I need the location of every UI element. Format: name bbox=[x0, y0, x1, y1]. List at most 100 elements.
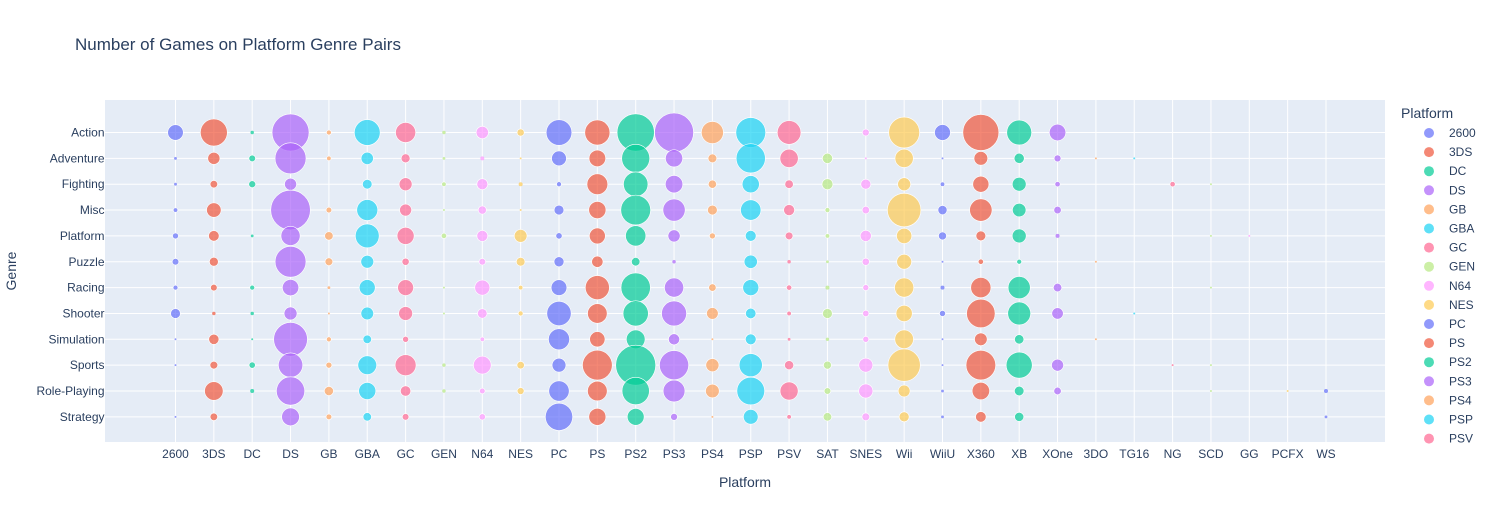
bubble-PSP-Simulation bbox=[745, 333, 757, 345]
bubble-GC-Sports bbox=[394, 354, 417, 376]
y-tick-label: Simulation bbox=[48, 332, 104, 346]
bubble-PC-Strategy bbox=[545, 402, 573, 431]
legend-marker bbox=[1424, 414, 1434, 425]
bubble-N64-Action bbox=[475, 126, 489, 139]
bubble-GC-Racing bbox=[397, 279, 414, 296]
legend-label: PS bbox=[1449, 336, 1465, 350]
bubble-GBA-Misc bbox=[356, 199, 379, 221]
bubble-N64-Racing bbox=[474, 279, 491, 296]
bubble-PC-Action bbox=[545, 119, 573, 146]
bubble-XB-Role-Playing bbox=[1014, 385, 1025, 397]
legend-marker bbox=[1424, 204, 1434, 215]
bubble-PS3-Puzzle bbox=[672, 260, 676, 264]
legend-marker bbox=[1424, 128, 1434, 138]
bubble-PS-Role-Playing bbox=[587, 380, 608, 402]
bubble-X360-Sports bbox=[965, 350, 996, 381]
legend-marker bbox=[1424, 299, 1434, 310]
bubble-PS4-Adventure bbox=[707, 153, 718, 164]
bubble-SCD-Sports bbox=[1209, 364, 1212, 367]
bubble-SNES-Simulation bbox=[862, 335, 870, 343]
bubble-GB-Role-Playing bbox=[324, 386, 334, 396]
bubble-GBA-Adventure bbox=[360, 151, 374, 165]
legend-label: 3DS bbox=[1449, 145, 1472, 159]
legend-label: DC bbox=[1449, 164, 1467, 178]
bubble-XOne-Platform bbox=[1055, 233, 1060, 238]
bubble-DS-Misc bbox=[270, 189, 311, 231]
bubble-GEN-Adventure bbox=[442, 156, 446, 160]
legend-marker bbox=[1424, 166, 1434, 177]
bubble-SAT-Racing bbox=[825, 285, 830, 290]
bubble-GC-Adventure bbox=[400, 153, 411, 164]
y-tick-label: Puzzle bbox=[68, 255, 104, 269]
bubble-Wii-Misc bbox=[887, 193, 922, 228]
bubble-N64-Fighting bbox=[476, 178, 489, 190]
bubble-DS-Racing bbox=[282, 279, 300, 297]
bubble-PC-Simulation bbox=[548, 328, 570, 351]
bubble-GB-Platform bbox=[324, 231, 334, 241]
bubble-GEN-Platform bbox=[441, 232, 447, 239]
bubble-GBA-Platform bbox=[355, 223, 380, 249]
x-tick-label: WS bbox=[1316, 447, 1335, 461]
legend-label: 2600 bbox=[1449, 126, 1476, 140]
bubble-GEN-Action bbox=[442, 130, 446, 135]
bubble-XB-Fighting bbox=[1011, 176, 1027, 192]
bubble-NES-Action bbox=[516, 128, 525, 137]
bubble-PS3-Adventure bbox=[665, 149, 683, 168]
x-tick-label: GBA bbox=[355, 447, 380, 461]
bubble-XOne-Sports bbox=[1051, 358, 1064, 372]
bubble-DS-Role-Playing bbox=[276, 376, 305, 406]
bubble-PS4-Action bbox=[701, 121, 724, 144]
bubble-PS-Racing bbox=[585, 275, 610, 300]
bubble-PC-Misc bbox=[553, 204, 565, 216]
bubble-PSP-Action bbox=[735, 117, 766, 148]
x-tick-label: XOne bbox=[1042, 447, 1073, 461]
legend-marker bbox=[1424, 185, 1434, 196]
bubble-2600-Sports bbox=[174, 364, 177, 367]
bubble-XOne-Action bbox=[1049, 123, 1067, 142]
bubble-PS3-Racing bbox=[664, 277, 684, 298]
bubble-Wii-Sports bbox=[887, 348, 921, 382]
bubble-Wii-Adventure bbox=[894, 148, 914, 168]
bubble-N64-Adventure bbox=[480, 156, 485, 161]
bubble-GB-Adventure bbox=[326, 155, 332, 161]
bubble-NES-Role-Playing bbox=[516, 387, 525, 395]
legend-label: GB bbox=[1449, 202, 1466, 216]
x-tick-label: GEN bbox=[431, 447, 457, 461]
bubble-NES-Racing bbox=[518, 285, 524, 291]
legend-marker bbox=[1424, 395, 1434, 406]
bubble-GEN-Sports bbox=[442, 363, 446, 367]
bubble-DS-Puzzle bbox=[274, 246, 307, 278]
bubble-SAT-Simulation bbox=[825, 337, 830, 342]
bubble-PSP-Puzzle bbox=[743, 254, 758, 269]
bubble-2600-Adventure bbox=[174, 156, 177, 160]
bubble-GBA-Strategy bbox=[362, 412, 372, 422]
bubble-GBA-Puzzle bbox=[360, 255, 374, 269]
bubble-GBA-Racing bbox=[358, 279, 376, 296]
bubble-NES-Sports bbox=[516, 361, 525, 370]
x-tick-label: DS bbox=[282, 447, 299, 461]
bubble-PS4-Fighting bbox=[707, 179, 717, 189]
legend-label: GC bbox=[1449, 241, 1467, 255]
x-tick-label: PCFX bbox=[1272, 447, 1304, 461]
bubble-PS2-Strategy bbox=[626, 408, 645, 426]
bubble-XB-Misc bbox=[1012, 202, 1027, 218]
bubble-PS-Strategy bbox=[588, 408, 607, 426]
bubble-PSV-Platform bbox=[784, 231, 794, 241]
bubble-DS-Fighting bbox=[284, 177, 297, 191]
bubble-PSV-Strategy bbox=[786, 414, 792, 420]
bubble-XB-Strategy bbox=[1014, 411, 1025, 422]
y-tick-label: Platform bbox=[60, 229, 105, 243]
legend-title: Platform bbox=[1401, 105, 1453, 121]
bubble-TG16-Shooter bbox=[1133, 312, 1136, 315]
legend-marker bbox=[1424, 357, 1434, 368]
bubble-3DO-Puzzle bbox=[1094, 260, 1097, 263]
bubble-GC-Role-Playing bbox=[400, 385, 412, 397]
bubble-WiiU-Adventure bbox=[941, 157, 944, 160]
y-tick-label: Fighting bbox=[62, 177, 105, 191]
bubble-3DS-Action bbox=[200, 118, 228, 147]
bubble-XB-Adventure bbox=[1013, 152, 1025, 164]
bubble-GC-Platform bbox=[396, 227, 415, 245]
bubble-WiiU-Action bbox=[934, 124, 951, 141]
legend-label: GEN bbox=[1449, 260, 1475, 274]
legend-marker bbox=[1424, 338, 1434, 349]
